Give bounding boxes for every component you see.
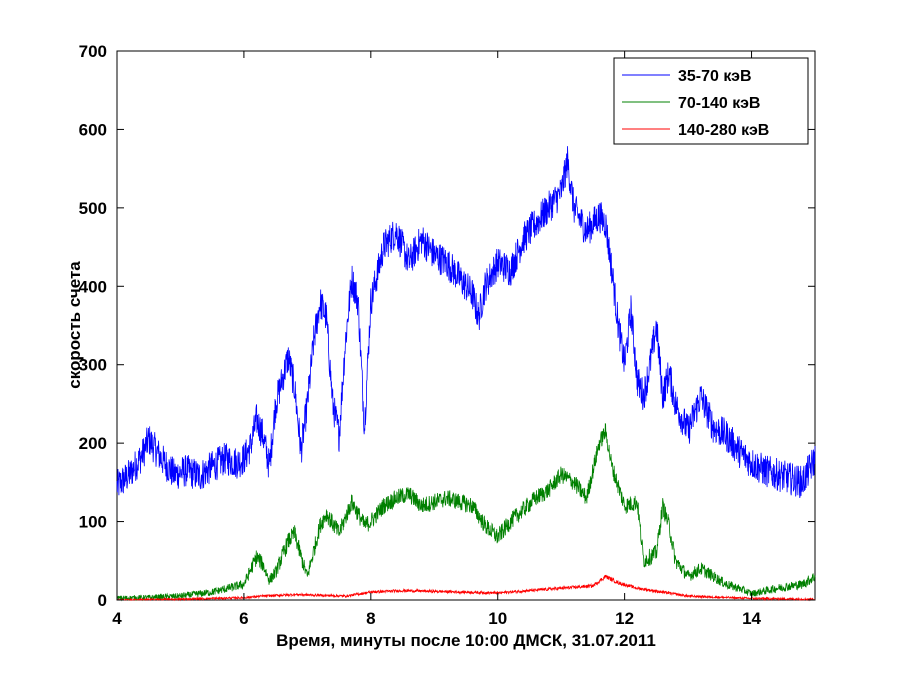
series-layer bbox=[116, 146, 816, 602]
x-axis-label: Время, минуты после 10:00 ДМСК, 31.07.20… bbox=[276, 631, 656, 650]
ticks-layer: 4 6 8 10 12 14 0 100 200 300 400 500 600 700 bbox=[79, 42, 815, 628]
y-tick-label-5: 500 bbox=[79, 199, 107, 218]
legend-entry-2: 140-280 кэВ bbox=[678, 122, 769, 139]
x-tick-label-2: 8 bbox=[366, 609, 375, 628]
legend-entry-0: 35-70 кэВ bbox=[678, 68, 752, 85]
x-tick-label-5: 14 bbox=[742, 609, 761, 628]
y-tick-label-3: 300 bbox=[79, 356, 107, 375]
y-tick-label-0: 0 bbox=[98, 591, 107, 610]
y-tick-label-2: 200 bbox=[79, 434, 107, 453]
legend-entry-1: 70-140 кэВ bbox=[678, 95, 760, 112]
y-tick-label-6: 600 bbox=[79, 120, 107, 139]
y-tick-label-7: 700 bbox=[79, 42, 107, 61]
legend: 35-70 кэВ 70-140 кэВ 140-280 кэВ bbox=[613, 57, 809, 145]
x-tick-label-0: 4 bbox=[112, 609, 122, 628]
series-line-1 bbox=[116, 423, 816, 602]
x-tick-label-4: 12 bbox=[615, 609, 634, 628]
legend-box bbox=[613, 57, 809, 145]
y-axis-label: скорость счета bbox=[65, 261, 84, 389]
y-tick-label-1: 100 bbox=[79, 513, 107, 532]
x-tick-label-1: 6 bbox=[239, 609, 248, 628]
series-line-2 bbox=[116, 574, 816, 602]
y-tick-label-4: 400 bbox=[79, 277, 107, 296]
series-line-0 bbox=[116, 146, 816, 499]
x-tick-label-3: 10 bbox=[488, 609, 507, 628]
